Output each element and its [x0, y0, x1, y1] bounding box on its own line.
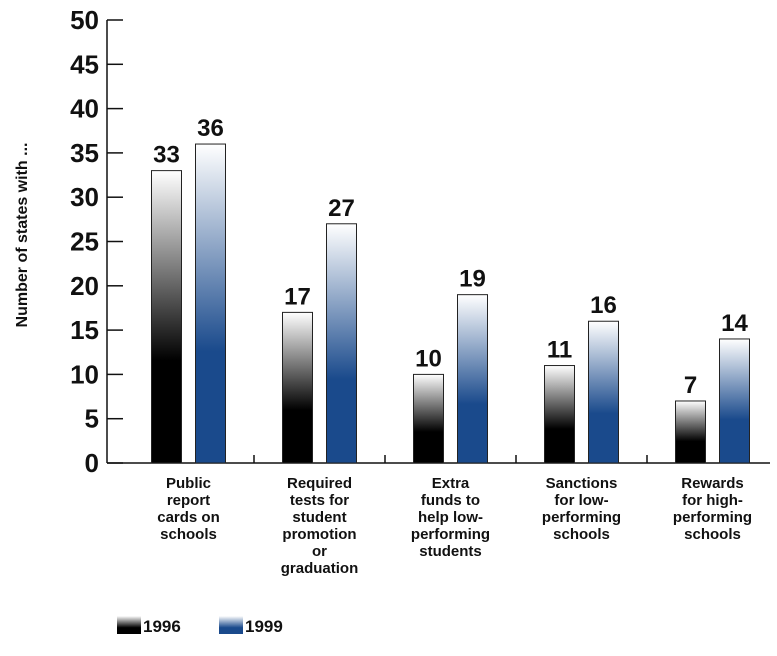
- data-label: 11: [547, 337, 572, 364]
- x-category-label: Sanctions: [546, 475, 618, 492]
- data-label: 17: [284, 283, 311, 310]
- bar-1996-2: [413, 373, 444, 464]
- bars: [151, 143, 750, 464]
- x-category-label: Public: [166, 475, 211, 492]
- data-label: 10: [415, 345, 442, 372]
- axes: 0 5 10 15 20 25 30 35 40 45 50 Number of states wit…: [14, 5, 770, 478]
- bar-1996-4: [675, 400, 706, 464]
- data-label: 19: [459, 266, 486, 293]
- bar-1996-1: [282, 311, 313, 464]
- bar-1999-1: [326, 223, 357, 464]
- bar-1999-4: [719, 338, 750, 464]
- x-category-label: Rewards: [681, 475, 744, 492]
- legend: 1996 1999: [117, 616, 283, 636]
- y-axis-title: Number of states with ...: [14, 143, 31, 328]
- y-tick-label: 10: [70, 359, 99, 389]
- data-label: 36: [197, 115, 224, 142]
- data-label: 16: [590, 292, 617, 319]
- data-label: 27: [328, 195, 355, 222]
- x-category-label: performing: [542, 509, 621, 526]
- x-category-label: cards on: [157, 509, 220, 526]
- x-category-label: promotion: [282, 526, 356, 543]
- legend-label-1996: 1996: [143, 617, 181, 636]
- x-category-label: performing: [411, 526, 490, 543]
- y-tick-label: 5: [85, 404, 99, 434]
- legend-label-1999: 1999: [245, 617, 283, 636]
- x-category-label: students: [419, 543, 482, 560]
- y-tick-label: 30: [70, 182, 99, 212]
- x-category-label: or: [312, 543, 327, 560]
- x-category-label: report: [167, 492, 210, 509]
- x-category-label: help low-: [418, 509, 483, 526]
- x-category-label: Required: [287, 475, 352, 492]
- x-category-label: for high-: [682, 492, 743, 509]
- y-tick-label: 35: [70, 138, 99, 168]
- x-category-label: schools: [684, 526, 741, 543]
- legend-swatch-1996: [117, 616, 141, 634]
- x-category-label: schools: [553, 526, 610, 543]
- legend-swatch-1999: [219, 616, 243, 634]
- bar-1996-0: [151, 170, 182, 464]
- bar-1999-2: [457, 294, 488, 464]
- y-tick-label: 50: [70, 5, 99, 35]
- y-tick-label: 40: [70, 94, 99, 124]
- x-category-label: tests for: [290, 492, 349, 509]
- x-category-label: graduation: [281, 560, 359, 577]
- y-tick-label: 0: [85, 448, 99, 478]
- x-category-label: for low-: [554, 492, 608, 509]
- x-category-label: funds to: [421, 492, 480, 509]
- y-tick-label: 15: [70, 315, 99, 345]
- y-tick-label: 20: [70, 271, 99, 301]
- y-tick-label: 25: [70, 227, 99, 257]
- x-category-label: performing: [673, 509, 752, 526]
- x-category-label: schools: [160, 526, 217, 543]
- data-label: 7: [684, 372, 697, 399]
- x-category-label: student: [292, 509, 346, 526]
- bar-1996-3: [544, 365, 575, 464]
- x-category-label: Extra: [432, 475, 470, 492]
- bar-1999-3: [588, 320, 619, 464]
- bar-1999-0: [195, 143, 226, 464]
- data-label: 14: [721, 310, 748, 337]
- data-label: 33: [153, 142, 180, 169]
- y-tick-label: 45: [70, 49, 99, 79]
